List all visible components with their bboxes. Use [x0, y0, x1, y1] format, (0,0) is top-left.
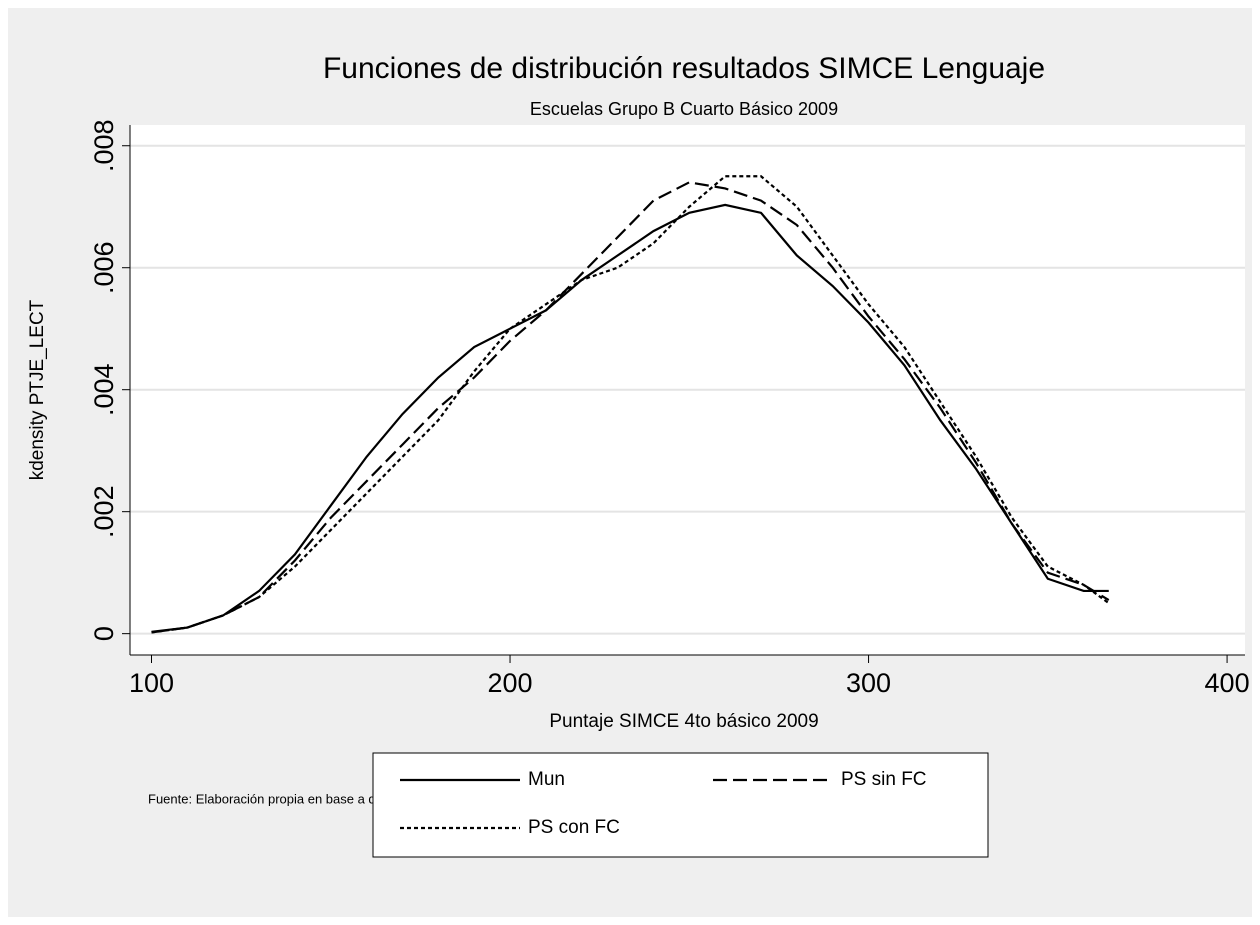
- legend-label: PS sin FC: [841, 769, 927, 790]
- series-line: [151, 175, 1110, 634]
- chart-subtitle: Escuelas Grupo B Cuarto Básico 2009: [530, 99, 838, 119]
- x-tick-label: 200: [488, 668, 533, 698]
- y-tick-label: .004: [89, 363, 119, 416]
- y-tick-label: 0: [89, 626, 119, 641]
- x-tick-label: 400: [1205, 668, 1250, 698]
- y-axis-label: kdensity PTJE_LECT: [27, 299, 48, 480]
- x-axis-label: Puntaje SIMCE 4to básico 2009: [549, 711, 818, 732]
- y-tick-label: .006: [89, 241, 119, 294]
- x-tick-label: 300: [846, 668, 891, 698]
- legend-box: [372, 752, 989, 858]
- chart-title: Funciones de distribución resultados SIM…: [323, 52, 1045, 85]
- y-tick-label: .008: [89, 119, 119, 172]
- x-tick-label: 100: [129, 668, 174, 698]
- y-tick-label: .002: [89, 485, 119, 538]
- series-line: [151, 181, 1110, 634]
- legend-label: Mun: [528, 769, 565, 790]
- legend-label: PS con FC: [528, 817, 620, 838]
- series-line: [151, 203, 1109, 633]
